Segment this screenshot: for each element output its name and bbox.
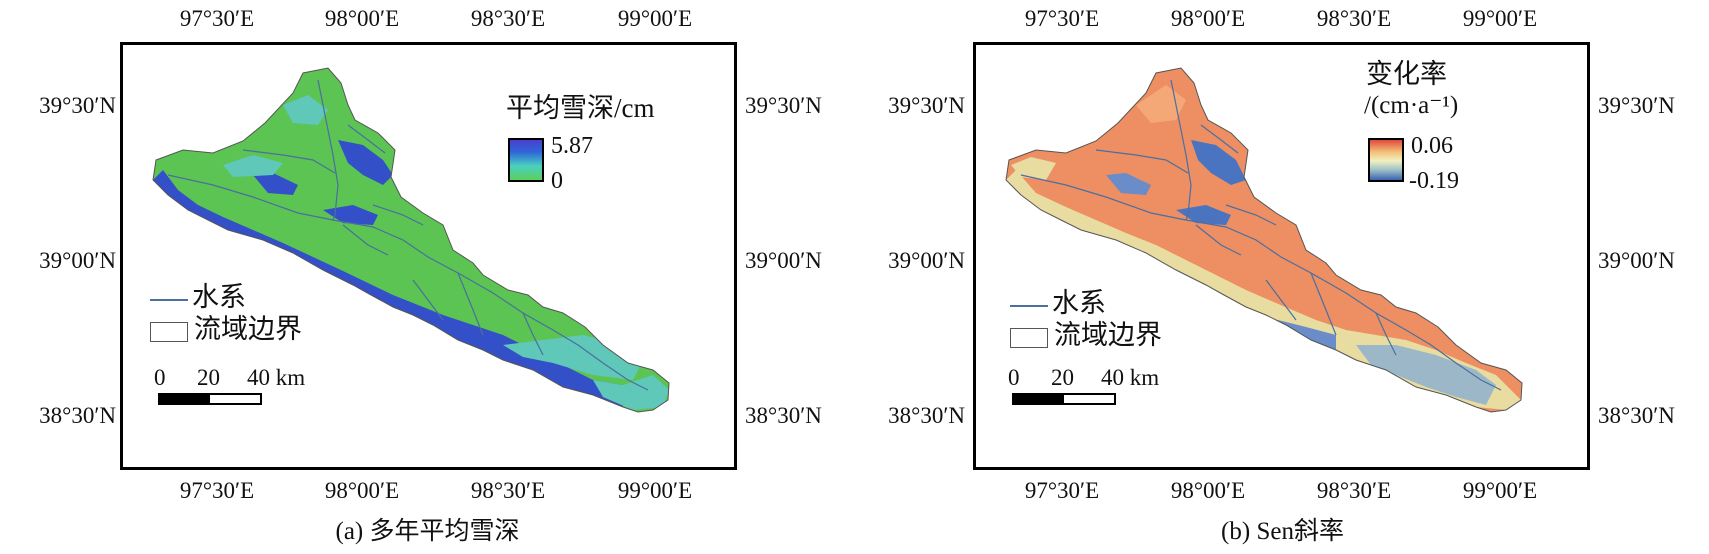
lat-label-right: 39°00′N [745, 248, 822, 273]
scale-label: 20 [197, 365, 220, 390]
lon-label-bottom: 98°30′E [470, 478, 546, 503]
mid-snow-zone [283, 95, 328, 125]
lat-label-left: 38°30′N [39, 403, 116, 428]
map-frame: 变化率 /(cm·a⁻¹) 0.06 -0.19 水系 流域边界 0 20 40… [973, 42, 1590, 470]
lat-label-left: 39°30′N [39, 93, 116, 118]
scale-bar [1012, 393, 1116, 405]
legend-basin: 流域边界 [150, 314, 302, 344]
lat-label-left: 39°00′N [39, 248, 116, 273]
scale-label: 40 km [1101, 365, 1160, 390]
lon-label-bottom: 97°30′E [179, 478, 255, 503]
lat-label-right: 38°30′N [1598, 403, 1675, 428]
scale-label: 20 [1051, 365, 1074, 390]
legend-title: 平均雪深/cm [506, 93, 655, 123]
colorbar-min: -0.19 [1409, 168, 1459, 194]
scale-bar [158, 393, 262, 405]
lon-label-bottom: 97°30′E [1024, 478, 1100, 503]
lon-label-top: 98°00′E [324, 6, 400, 31]
decline-zone [1356, 345, 1496, 405]
lon-label-bottom: 99°00′E [617, 478, 693, 503]
legend-unit: /(cm·a⁻¹) [1364, 92, 1459, 119]
basin-swatch [150, 321, 188, 342]
mid-snow-zone [223, 155, 283, 177]
basin-map [1005, 67, 1523, 413]
decline-zone [1191, 140, 1246, 185]
legend-basin-label: 流域边界 [1054, 320, 1162, 350]
lon-label-top: 98°00′E [1170, 6, 1246, 31]
lat-label-right: 39°30′N [745, 93, 822, 118]
river-swatch [150, 298, 188, 301]
lon-label-bottom: 98°00′E [324, 478, 400, 503]
legend-river-label: 水系 [192, 282, 246, 312]
high-snow-zone [338, 140, 393, 185]
legend-river: 水系 [1010, 288, 1106, 318]
panel-caption: (a) 多年平均雪深 [335, 518, 520, 545]
basin-map [152, 67, 670, 413]
colorbar [1368, 138, 1404, 182]
decline-zone [1176, 205, 1231, 225]
mid-snow-zone [593, 375, 669, 410]
lon-label-top: 99°00′E [1462, 6, 1538, 31]
scale-label: 40 km [247, 365, 306, 390]
river-network [1020, 79, 1502, 391]
decline-zone [1106, 173, 1151, 195]
colorbar-max: 0.06 [1411, 133, 1453, 159]
legend-title: 变化率 [1366, 59, 1447, 89]
lon-label-top: 98°30′E [470, 6, 546, 31]
colorbar [508, 138, 544, 182]
lon-label-top: 97°30′E [1024, 6, 1100, 31]
colorbar-max: 5.87 [551, 133, 593, 159]
lat-label-left: 39°00′N [888, 248, 965, 273]
legend-basin: 流域边界 [1010, 320, 1162, 350]
colorbar-min: 0 [551, 168, 563, 194]
panel-caption: (b) Sen斜率 [1221, 518, 1344, 545]
high-snow-zone [323, 205, 378, 225]
high-snow-zone [253, 173, 298, 195]
basin-swatch [1010, 327, 1048, 348]
lon-label-bottom: 98°00′E [1170, 478, 1246, 503]
lon-label-bottom: 98°30′E [1316, 478, 1392, 503]
legend-river-label: 水系 [1052, 288, 1106, 318]
lat-label-left: 39°30′N [888, 93, 965, 118]
low-change-zone [1011, 157, 1056, 180]
lat-label-left: 38°30′N [888, 403, 965, 428]
scale-label: 0 [154, 365, 166, 390]
river-swatch [1010, 304, 1048, 307]
basin-boundary [152, 67, 670, 413]
map-frame: 平均雪深/cm 5.87 0 水系 流域边界 0 20 40 km [120, 42, 737, 470]
lat-label-right: 39°00′N [1598, 248, 1675, 273]
lat-label-right: 39°30′N [1598, 93, 1675, 118]
basin-boundary [1005, 67, 1523, 413]
map-panel-b: 97°30′E 98°00′E 98°30′E 99°00′E 97°30′E … [855, 0, 1709, 554]
high-snow-zone [153, 170, 623, 407]
map-panel-a: 97°30′E 98°00′E 98°30′E 99°00′E 97°30′E … [39, 6, 822, 545]
lon-label-bottom: 99°00′E [1462, 478, 1538, 503]
legend-river: 水系 [150, 282, 246, 312]
lon-label-top: 97°30′E [179, 6, 255, 31]
river-network [167, 79, 649, 391]
lat-label-right: 38°30′N [745, 403, 822, 428]
lon-label-top: 99°00′E [617, 6, 693, 31]
legend-basin-label: 流域边界 [194, 314, 302, 344]
lon-label-top: 98°30′E [1316, 6, 1392, 31]
scale-label: 0 [1008, 365, 1020, 390]
